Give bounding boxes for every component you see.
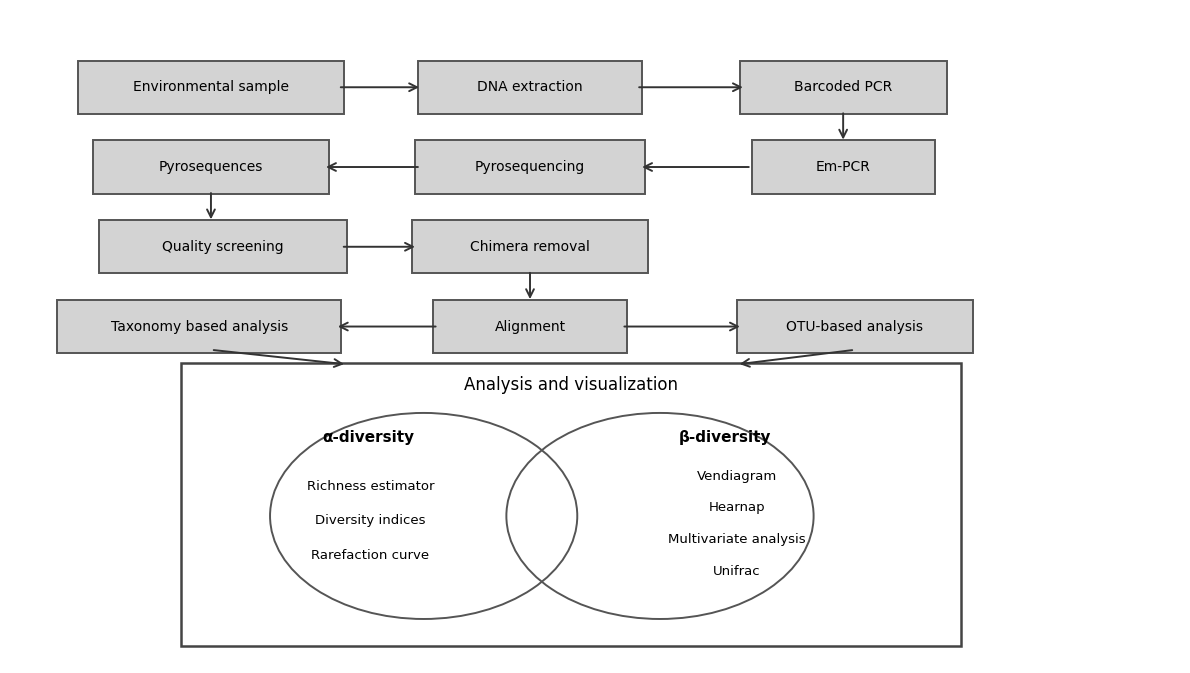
Text: Richness estimator: Richness estimator	[307, 480, 434, 493]
FancyBboxPatch shape	[99, 220, 346, 273]
FancyBboxPatch shape	[752, 141, 934, 194]
Text: Barcoded PCR: Barcoded PCR	[794, 80, 892, 94]
FancyBboxPatch shape	[740, 61, 946, 114]
Text: β-diversity: β-diversity	[678, 430, 771, 445]
Text: Diversity indices: Diversity indices	[315, 514, 426, 527]
Text: Alignment: Alignment	[495, 320, 565, 334]
Text: α-diversity: α-diversity	[322, 430, 414, 445]
FancyBboxPatch shape	[418, 61, 643, 114]
FancyBboxPatch shape	[432, 300, 627, 353]
Text: Chimera removal: Chimera removal	[470, 240, 590, 254]
Text: Em-PCR: Em-PCR	[815, 160, 871, 174]
FancyBboxPatch shape	[181, 363, 962, 645]
Text: Environmental sample: Environmental sample	[133, 80, 289, 94]
Text: Unifrac: Unifrac	[713, 565, 760, 578]
Text: Taxonomy based analysis: Taxonomy based analysis	[111, 320, 288, 334]
FancyBboxPatch shape	[57, 300, 342, 353]
Text: DNA extraction: DNA extraction	[477, 80, 583, 94]
Text: Hearnap: Hearnap	[708, 501, 765, 514]
FancyBboxPatch shape	[93, 141, 330, 194]
Text: Pyrosequences: Pyrosequences	[158, 160, 263, 174]
Text: Multivariate analysis: Multivariate analysis	[668, 534, 806, 546]
Text: Rarefaction curve: Rarefaction curve	[312, 548, 430, 562]
FancyBboxPatch shape	[79, 61, 344, 114]
FancyBboxPatch shape	[412, 220, 649, 273]
Text: Quality screening: Quality screening	[162, 240, 283, 254]
Text: OTU-based analysis: OTU-based analysis	[787, 320, 923, 334]
Text: Pyrosequencing: Pyrosequencing	[475, 160, 585, 174]
FancyBboxPatch shape	[415, 141, 645, 194]
Text: Analysis and visualization: Analysis and visualization	[464, 376, 678, 394]
FancyBboxPatch shape	[737, 300, 973, 353]
Text: Vendiagram: Vendiagram	[696, 470, 777, 483]
